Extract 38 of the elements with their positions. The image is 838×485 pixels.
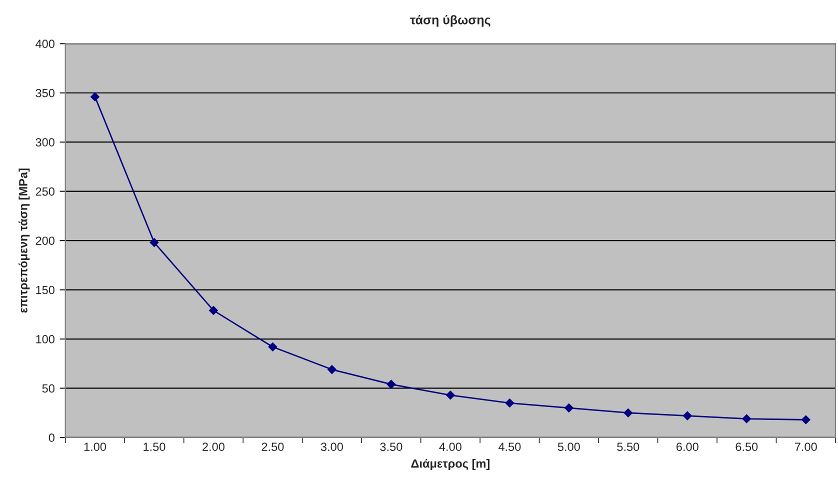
x-tick-label: 2.50 <box>262 442 284 452</box>
x-tick-label: 3.50 <box>380 442 402 452</box>
chart-title: τάση ύβωσης <box>410 15 490 27</box>
x-tick-label: 2.00 <box>202 442 224 452</box>
point <box>90 92 100 102</box>
point <box>801 415 810 424</box>
x-tick-label: 5.00 <box>558 442 580 452</box>
point <box>624 408 633 418</box>
y-tick-label: 300 <box>36 138 54 146</box>
point <box>209 306 218 315</box>
point <box>505 398 514 408</box>
point <box>150 238 159 247</box>
y-tick-label: 350 <box>36 88 54 98</box>
point <box>386 380 396 389</box>
x-tick-label: 4.50 <box>498 442 521 452</box>
x-axis-title: Διάμετρος [m] <box>411 458 490 470</box>
x-tick-label: 1.50 <box>144 442 166 452</box>
x-tick-label: 5.50 <box>617 442 640 452</box>
y-tick-label: 250 <box>36 187 54 196</box>
x-tick-label: 3.00 <box>320 442 343 452</box>
point <box>564 403 574 412</box>
point <box>682 411 692 420</box>
x-tick-label: 6.00 <box>676 442 698 452</box>
x-tick-label: 4.00 <box>439 442 462 452</box>
y-tick-label: 150 <box>36 286 54 294</box>
y-tick-label: 200 <box>36 236 54 245</box>
y-tick-label: 100 <box>36 335 54 344</box>
y-axis-title: επιτρεπόμενη τάση [MPa] <box>18 168 30 313</box>
point <box>268 342 278 352</box>
x-tick-label: 7.00 <box>794 442 817 452</box>
point <box>327 365 336 374</box>
point <box>742 414 752 424</box>
y-tick-label: 400 <box>36 40 54 48</box>
x-tick-label: 6.50 <box>736 442 758 452</box>
point <box>446 390 455 400</box>
y-tick-label: 0 <box>48 434 54 442</box>
x-tick-label: 1.00 <box>84 442 106 452</box>
y-tick-label: 50 <box>42 384 54 393</box>
